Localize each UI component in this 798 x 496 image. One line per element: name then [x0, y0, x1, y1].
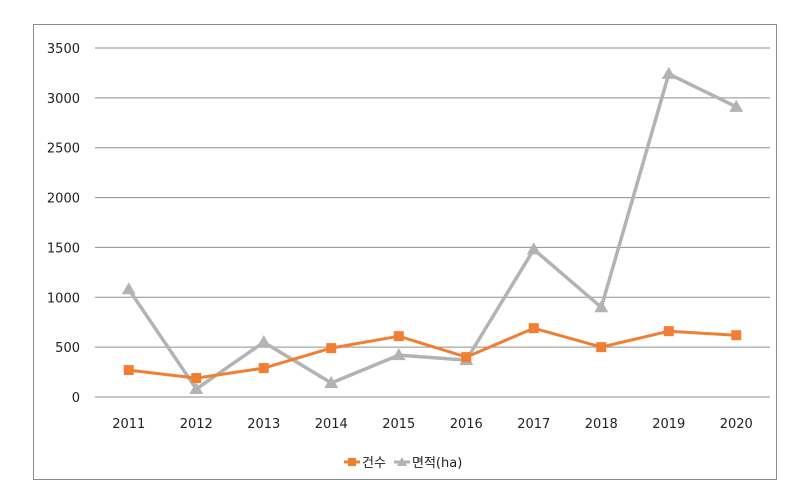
- data-point-marker: [258, 363, 269, 374]
- x-tick-label: 2020: [720, 417, 753, 432]
- legend-marker: [348, 458, 356, 466]
- data-point-marker: [393, 331, 404, 342]
- x-tick-label: 2012: [180, 417, 213, 432]
- data-point-marker: [729, 99, 744, 112]
- x-tick-label: 2013: [247, 417, 280, 432]
- y-tick-label: 2000: [47, 192, 80, 207]
- series-line: [127, 72, 738, 391]
- data-point-marker: [731, 330, 742, 341]
- legend-item-count: 건수: [344, 456, 386, 471]
- series-count: [123, 323, 742, 384]
- series-area: [121, 66, 744, 395]
- data-point-marker: [121, 282, 136, 295]
- x-tick-label: 2014: [315, 417, 348, 432]
- legend-marker: [397, 457, 407, 466]
- y-tick-label: 0: [72, 391, 80, 406]
- data-point-marker: [391, 348, 406, 361]
- data-point-marker: [123, 365, 134, 376]
- y-tick-label: 3500: [47, 42, 80, 57]
- y-tick-label: 1000: [47, 291, 80, 306]
- data-point-marker: [596, 342, 607, 353]
- legend: 건수 면적(ha): [344, 456, 462, 471]
- y-tick-label: 3000: [47, 92, 80, 107]
- x-tick-label: 2016: [450, 417, 483, 432]
- data-point-marker: [663, 326, 674, 337]
- x-tick-label: 2017: [517, 417, 550, 432]
- data-point-marker: [461, 352, 472, 363]
- series-line: [128, 326, 737, 380]
- x-tick-label: 2018: [585, 417, 618, 432]
- data-point-marker: [594, 300, 609, 313]
- data-point-marker: [324, 376, 339, 389]
- data-point-marker: [191, 373, 202, 384]
- data-point-marker: [256, 335, 271, 348]
- y-tick-label: 2500: [47, 142, 80, 157]
- x-tick-label: 2011: [112, 417, 145, 432]
- series-group: [121, 66, 744, 395]
- y-tick-label: 500: [55, 341, 80, 356]
- data-point-marker: [326, 343, 337, 354]
- y-axis-ticks: 0 500 1000 1500 2000 2500 3000 3500: [47, 42, 80, 406]
- legend-label: 건수: [362, 456, 386, 471]
- data-point-marker: [661, 66, 676, 79]
- data-point-marker: [528, 323, 539, 334]
- y-tick-label: 1500: [47, 241, 80, 256]
- gridlines: [95, 47, 770, 398]
- legend-item-area: 면적(ha): [394, 456, 462, 471]
- x-tick-label: 2015: [382, 417, 415, 432]
- data-point-marker: [526, 242, 541, 255]
- chart-frame: [33, 24, 777, 480]
- legend-label: 면적(ha): [412, 456, 462, 471]
- data-point-marker: [189, 382, 204, 395]
- x-tick-label: 2019: [652, 417, 685, 432]
- x-axis-ticks: 2011 2012 2013 2014 2015 2016 2017 2018 2019 2020: [112, 417, 753, 432]
